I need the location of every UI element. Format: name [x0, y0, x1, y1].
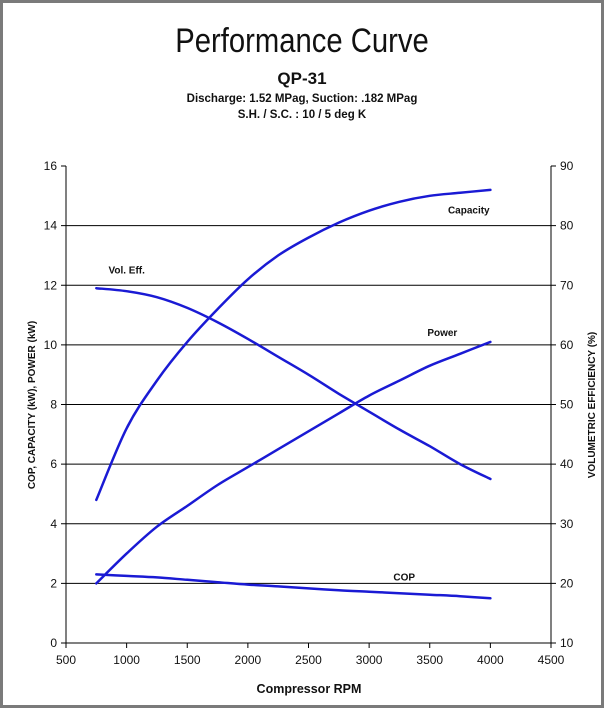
- y-tick-label-right: 90: [560, 159, 574, 173]
- x-tick-label: 4000: [477, 653, 504, 667]
- y-tick-label-right: 80: [560, 219, 574, 233]
- x-tick-label: 4500: [538, 653, 565, 667]
- annotation-label: Vol. Eff.: [108, 265, 145, 276]
- conditions-line-1: Discharge: 1.52 MPag, Suction: .182 MPag: [186, 93, 418, 105]
- y-tick-label-left: 12: [44, 278, 58, 292]
- chart-subtitle: QP-31: [277, 69, 327, 88]
- x-tick-label: 1000: [113, 653, 140, 667]
- y-tick-label-left: 14: [44, 219, 58, 233]
- y-tick-label-left: 16: [44, 159, 58, 173]
- y-tick-label-right: 40: [560, 457, 574, 471]
- x-tick-label: 3000: [356, 653, 383, 667]
- conditions-line-2: S.H. / S.C. : 10 / 5 deg K: [237, 109, 367, 121]
- annotation-label: Power: [427, 328, 457, 339]
- x-axis-label: Compressor RPM: [257, 682, 362, 696]
- y-tick-label-left: 0: [50, 636, 57, 650]
- x-tick-label: 3500: [416, 653, 443, 667]
- x-tick-label: 500: [56, 653, 76, 667]
- chart-title: Performance Curve: [175, 22, 429, 60]
- y-tick-label-right: 50: [560, 398, 574, 412]
- annotation-label: Capacity: [448, 206, 490, 217]
- y-axis-label-right: VOLUMETRIC EFFICIENCY (%): [587, 332, 598, 478]
- y-tick-label-right: 20: [560, 576, 574, 590]
- annotation-labels: Capacity Vol. Eff. Power COP: [108, 206, 490, 584]
- y-tick-label-left: 10: [44, 338, 58, 352]
- axes: 500 1000 1500 2000 2500 3000 3500 4000 4500 0 2 4 6 8…: [44, 159, 574, 667]
- y-axis-label-left: COP, CAPACITY (kW), POWER (kW): [27, 321, 38, 489]
- series-line-capacity: [95, 188, 492, 502]
- grid-lines: [66, 225, 551, 584]
- x-tick-label: 2000: [235, 653, 262, 667]
- y-tick-label-left: 6: [50, 457, 57, 471]
- y-tick-label-right: 10: [560, 636, 574, 650]
- series-line-cop: [95, 573, 492, 600]
- y-tick-label-right: 60: [560, 338, 574, 352]
- series-line-vol-eff: [95, 286, 492, 481]
- x-tick-label: 2500: [295, 653, 322, 667]
- series-line-power: [95, 340, 492, 585]
- y-tick-label-right: 70: [560, 278, 574, 292]
- y-tick-label-left: 4: [50, 517, 57, 531]
- x-tick-label: 1500: [174, 653, 201, 667]
- y-tick-label-left: 8: [50, 398, 57, 412]
- series-lines: [95, 188, 492, 600]
- y-tick-label-right: 30: [560, 517, 574, 531]
- annotation-label: COP: [393, 572, 415, 583]
- y-tick-label-left: 2: [50, 576, 57, 590]
